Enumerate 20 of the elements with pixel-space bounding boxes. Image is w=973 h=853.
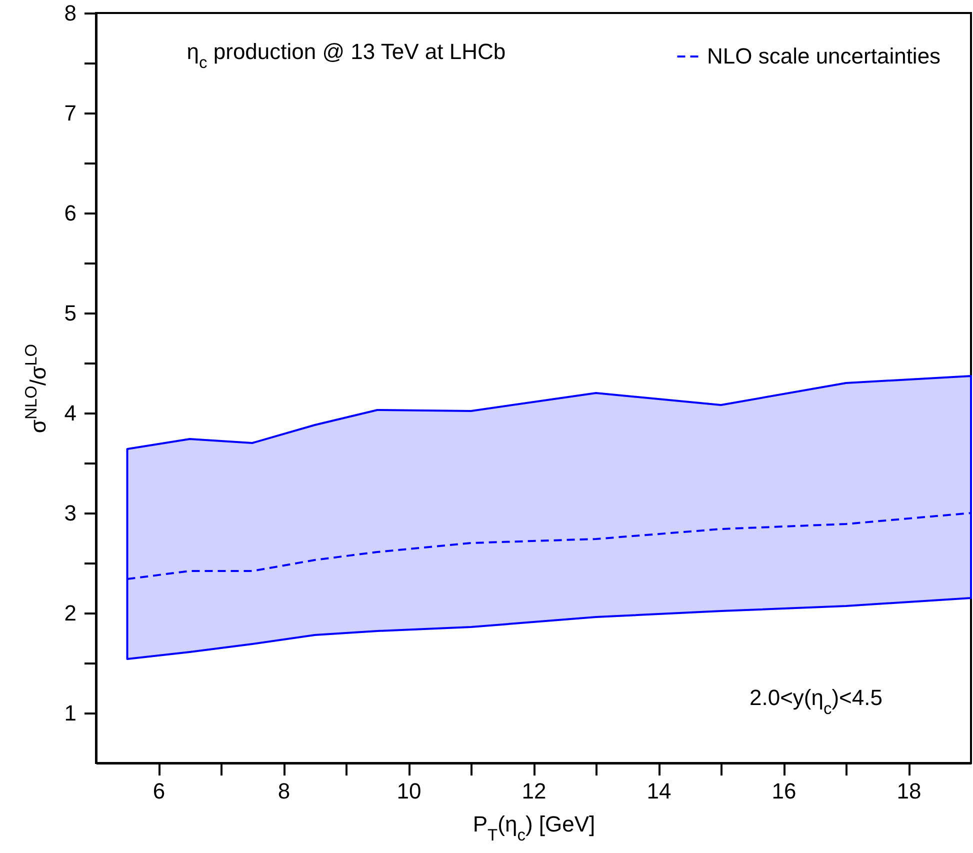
x-tick-label: 12 xyxy=(522,778,546,804)
x-axis-title: P$_{T}$(η$_{c}$) [GeV] xyxy=(472,812,596,844)
y-tick-label: 4 xyxy=(64,400,76,426)
x-tick-label: 14 xyxy=(646,778,672,804)
y-tick-label: 8 xyxy=(64,0,76,26)
y-tick-label: 1 xyxy=(64,700,76,726)
y-tick-label: 6 xyxy=(64,200,76,226)
legend-label: NLO scale uncertainties xyxy=(707,44,941,68)
x-tick-label: 16 xyxy=(772,778,796,804)
y-tick-label: 5 xyxy=(64,300,76,326)
y-tick-label: 3 xyxy=(64,500,76,526)
text: η$_{c}$ production @ 13 TeV at LHCb xyxy=(186,39,506,72)
line-series xyxy=(126,512,972,580)
x-tick-label: 18 xyxy=(896,778,922,804)
x-tick-label: 8 xyxy=(278,778,290,804)
annotation: 2.0<y(η$_{c}$)<4.5 xyxy=(749,685,883,718)
y-tick-label: 7 xyxy=(64,100,76,126)
x-tick-label: 6 xyxy=(152,778,166,804)
x-tick-label: 10 xyxy=(396,778,422,804)
y-tick-label: 2 xyxy=(64,600,76,626)
